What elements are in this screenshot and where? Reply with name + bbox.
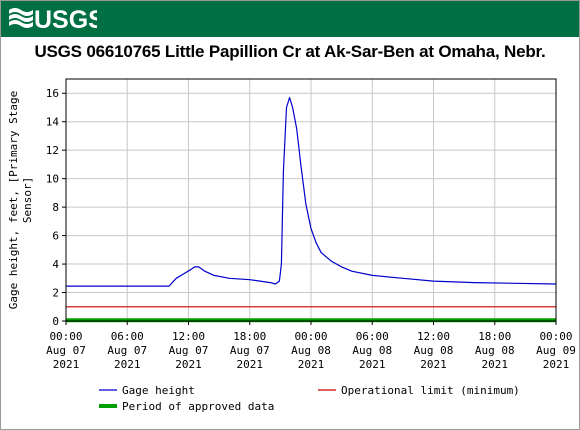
legend: Gage height Operational limit (minimum) Pe… <box>99 384 520 413</box>
y-tick-label: 14 <box>46 116 60 129</box>
y-axis-label-line-2: Sensor] <box>21 177 34 223</box>
x-tick-label-time: 06:00 <box>356 330 389 343</box>
chart-title: USGS 06610765 Little Papillion Cr at Ak-… <box>34 42 546 61</box>
x-tick-label-year: 2021 <box>53 358 80 371</box>
usgs-logo: USGS <box>9 6 97 34</box>
legend-label: Gage height <box>122 384 195 397</box>
x-tick-label-date: Aug 08 <box>352 344 392 357</box>
y-tick-label: 8 <box>52 201 59 214</box>
x-tick-label-time: 18:00 <box>478 330 511 343</box>
x-tick-label-year: 2021 <box>237 358 264 371</box>
x-tick-label-date: Aug 07 <box>169 344 209 357</box>
x-tick-label-date: Aug 08 <box>475 344 515 357</box>
y-tick-label: 10 <box>46 173 59 186</box>
y-tick-label: 0 <box>52 315 59 328</box>
x-tick-label-time: 12:00 <box>417 330 450 343</box>
x-tick-label-date: Aug 08 <box>414 344 454 357</box>
y-axis-label: Gage height, feet, [Primary StageSensor] <box>7 91 34 310</box>
legend-label: Operational limit (minimum) <box>341 384 520 397</box>
y-axis-label-line-1: Gage height, feet, [Primary Stage <box>7 91 20 310</box>
x-tick-label-date: Aug 07 <box>46 344 86 357</box>
x-tick-label-year: 2021 <box>359 358 386 371</box>
x-tick-label-date: Aug 08 <box>291 344 331 357</box>
legend-label: Period of approved data <box>122 400 274 413</box>
x-tick-label-time: 00:00 <box>539 330 572 343</box>
x-tick-label-time: 00:00 <box>294 330 327 343</box>
y-tick-label: 6 <box>52 230 59 243</box>
x-tick-label-year: 2021 <box>420 358 447 371</box>
y-tick-label: 4 <box>52 258 59 271</box>
series-layer <box>66 96 557 323</box>
y-axis-ticks: 0 2 4 6 8 10 12 14 16 <box>46 87 66 328</box>
x-tick-label-date: Aug 09 <box>536 344 576 357</box>
x-tick-label-date: Aug 07 <box>107 344 147 357</box>
grid-lines <box>65 79 557 322</box>
x-tick-label-date: Aug 07 <box>230 344 270 357</box>
x-tick-label-time: 18:00 <box>233 330 266 343</box>
x-tick-label-year: 2021 <box>482 358 509 371</box>
y-tick-label: 2 <box>52 287 59 300</box>
usgs-logo-text: USGS <box>34 6 97 34</box>
series-line-0 <box>66 96 557 287</box>
x-tick-label-time: 12:00 <box>172 330 205 343</box>
y-tick-label: 12 <box>46 144 59 157</box>
x-tick-label-year: 2021 <box>114 358 141 371</box>
x-tick-label-year: 2021 <box>298 358 325 371</box>
usgs-header-bar: USGS <box>1 1 579 37</box>
y-tick-label: 16 <box>46 87 59 100</box>
x-tick-label-year: 2021 <box>175 358 202 371</box>
x-tick-label-year: 2021 <box>543 358 570 371</box>
x-tick-label-time: 06:00 <box>111 330 144 343</box>
x-tick-label-time: 00:00 <box>49 330 82 343</box>
